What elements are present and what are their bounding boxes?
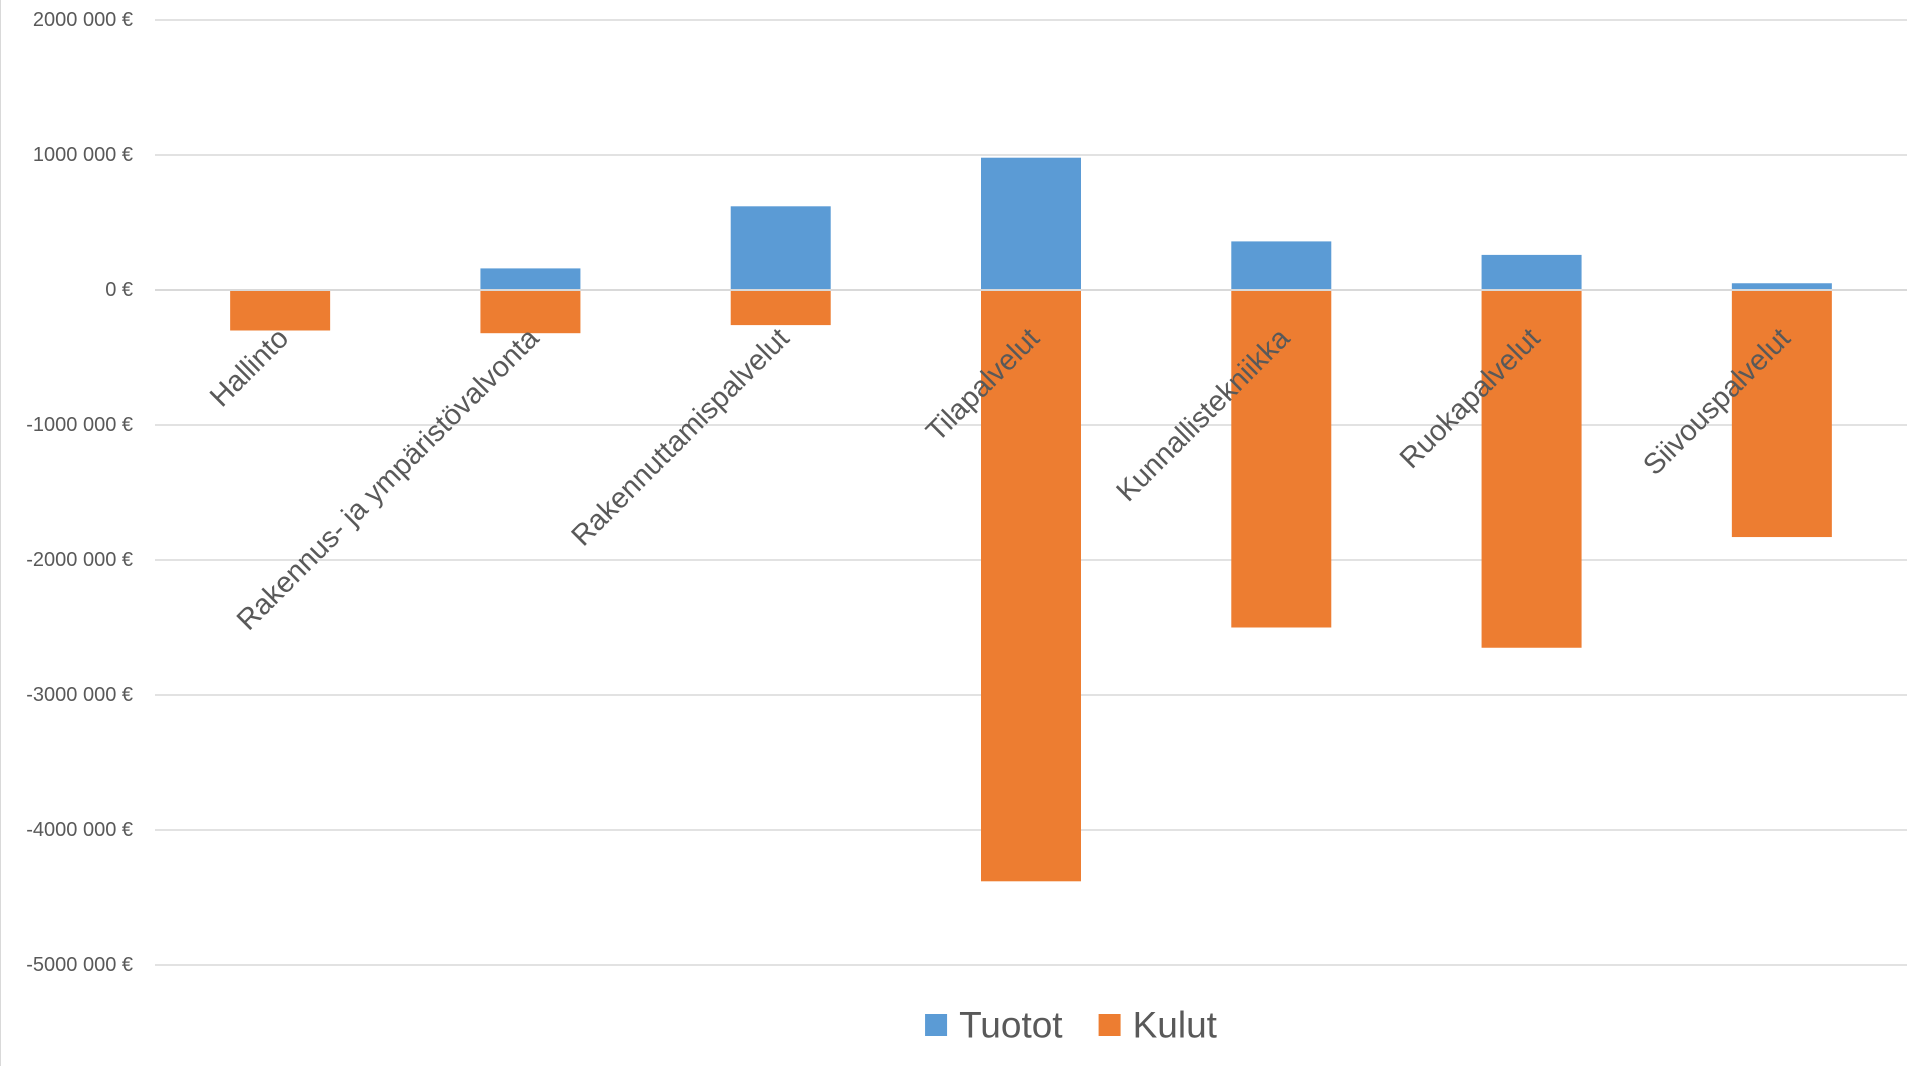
category-label-rakennus-ja-ymparistovalvonta: Rakennus- ja ympäristövalvonta [231, 322, 546, 637]
bar-kulut-tilapalvelut [981, 290, 1081, 882]
bar-kulut-rakennus-ja-ymparistovalvonta [480, 290, 581, 334]
bar-tuotot-rakennus-ja-ymparistovalvonta [480, 268, 581, 290]
bar-tuotot-siivouspalvelut [1731, 283, 1832, 290]
bars [230, 157, 1832, 882]
category-label-hallinto: Hallinto [204, 322, 295, 413]
y-tick-label: 2000 000 € [33, 9, 133, 31]
legend-label-tuotot: Tuotot [959, 1005, 1063, 1046]
legend-swatch-kulut [1098, 1014, 1121, 1036]
bar-tuotot-rakennuttamispalvelut [730, 206, 831, 290]
y-tick-label: 0 € [105, 279, 133, 301]
bar-tuotot-ruokapalvelut [1481, 254, 1582, 290]
bar-tuotot-tilapalvelut [981, 157, 1081, 290]
legend-swatch-tuotot [925, 1014, 948, 1036]
bar-tuotot-kunnallistekniikka [1231, 241, 1332, 290]
bar-kulut-ruokapalvelut [1481, 290, 1582, 648]
bar-kulut-siivouspalvelut [1731, 290, 1832, 538]
legend-label-kulut: Kulut [1133, 1005, 1218, 1046]
y-tick-label: -5000 000 € [26, 954, 133, 976]
bar-kulut-hallinto [230, 290, 331, 331]
legend-item-tuotot: Tuotot [925, 1005, 1063, 1046]
y-tick-label: 1000 000 € [33, 144, 133, 166]
y-tick-label: -2000 000 € [26, 549, 133, 571]
category-label-rakennuttamispalvelut: Rakennuttamispalvelut [566, 322, 796, 552]
bar-kulut-rakennuttamispalvelut [730, 290, 831, 326]
y-tick-label: -3000 000 € [26, 684, 133, 706]
legend: Tuotot Kulut [925, 1005, 1218, 1046]
y-axis-tick-labels: 2000 000 € 1000 000 € 0 € -1000 000 € -2000 … [26, 9, 133, 976]
y-tick-label: -1000 000 € [26, 414, 133, 436]
bar-kulut-kunnallistekniikka [1231, 290, 1332, 628]
legend-item-kulut: Kulut [1098, 1005, 1218, 1046]
y-tick-label: -4000 000 € [26, 819, 133, 841]
